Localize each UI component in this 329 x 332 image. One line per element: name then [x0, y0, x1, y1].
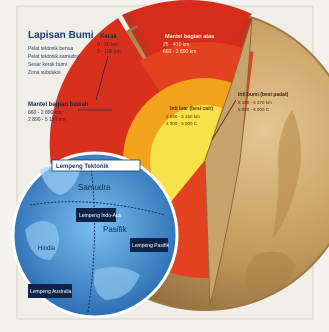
- plate-label-box: [28, 284, 72, 298]
- upper-mantle-callout: Mantel bagian atas 25 - 410 km 660 - 2 8…: [163, 34, 214, 55]
- upper-mantle-value: 25 - 410 km: [163, 42, 189, 48]
- lower-mantle-value: 2 890 - 5 150 km: [28, 117, 66, 123]
- plate-label-box: [130, 238, 168, 252]
- map-title-box: [51, 159, 141, 172]
- continent-shape: [245, 251, 295, 300]
- inner-core-value: 5 150 - 6 370 km: [238, 100, 272, 105]
- legend-box: Lapisan Bumi Pelat tektonik benua Pelat …: [28, 30, 94, 76]
- legend-line: Pelat tektonik benua: [28, 46, 74, 52]
- ocean-label: Samudra: [78, 183, 111, 192]
- plate-label: Lempeng Indo-Aus: [79, 213, 122, 219]
- continent-shape: [272, 110, 301, 240]
- land-mass: [25, 221, 59, 260]
- outer-core-value: 2 890 - 5 150 km: [166, 114, 200, 119]
- legend-line: Zona subduksi: [28, 70, 61, 76]
- crust-cut-face: [204, 17, 253, 306]
- upper-mantle-value: 660 - 2 890 km: [163, 49, 196, 55]
- outer-core-callout: Inti luar (besi cair) 2 890 - 5 150 km 4…: [166, 106, 213, 126]
- lower-mantle-callout: Mantel bagian bawah 660 - 2 890 km 2 890…: [28, 102, 112, 123]
- callout-line: [211, 99, 237, 141]
- legend-line: Pelat tektonik samudra: [28, 54, 79, 60]
- outer-core-label: Inti luar (besi cair): [170, 106, 213, 112]
- legend-title: Lapisan Bumi: [28, 30, 94, 41]
- ocean-label: Pasifik: [103, 225, 128, 234]
- plate-boundary: [87, 159, 96, 313]
- land-mass: [40, 165, 80, 195]
- inner-core-callout: Inti bumi (besi padat) 5 150 - 6 370 km …: [211, 92, 289, 141]
- plate-label: Lempeng Australia: [30, 289, 72, 295]
- tectonic-map-bubble: Lempeng Tektonik Samudra Pasifik Hindia …: [11, 151, 179, 319]
- inner-core-label: Inti bumi (besi padat): [238, 92, 289, 98]
- crust-value: 0 - 100 km: [97, 49, 121, 55]
- lower-mantle-label: Mantel bagian bawah: [28, 102, 89, 108]
- ocean-label: Hindia: [38, 246, 56, 252]
- crust-callout: Kerak 0 - 50 km 0 - 100 km: [95, 34, 121, 101]
- plate-label-box: [76, 208, 116, 222]
- callout-line: [95, 55, 109, 101]
- crust-label: Kerak: [100, 34, 117, 40]
- plate-label: Lempeng Pasifik: [132, 243, 169, 249]
- inner-core-value: 5 000 - 6 000 C: [238, 107, 270, 112]
- upper-mantle-label: Mantel bagian atas: [165, 34, 214, 40]
- legend-line: Sesar kerak bumi: [28, 62, 67, 68]
- outer-core-value: 4 000 - 5 000 C: [166, 121, 198, 126]
- inner-core: [205, 105, 222, 160]
- crust-value: 0 - 50 km: [97, 42, 118, 48]
- map-title: Lempeng Tektonik: [56, 164, 109, 170]
- land-mass: [93, 266, 140, 300]
- lower-mantle-value: 660 - 2 890 km: [28, 110, 61, 116]
- inner-core: [150, 105, 205, 160]
